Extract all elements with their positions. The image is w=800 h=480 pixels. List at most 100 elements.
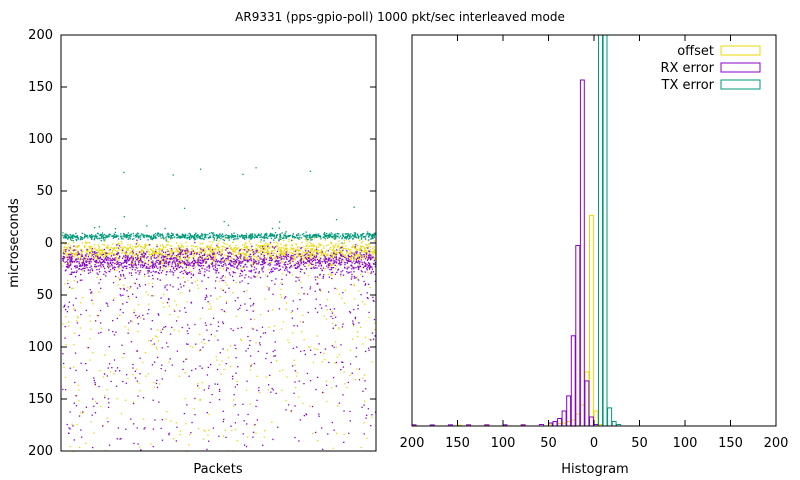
rx-error-point: [104, 270, 106, 272]
rx-error-point: [117, 247, 120, 249]
rx-error-point: [274, 268, 276, 270]
rx-error-point: [63, 362, 65, 365]
tx-error-point: [305, 231, 307, 233]
tx-error-point: [360, 237, 363, 239]
rx-error-point: [356, 251, 358, 253]
rx-error-point: [334, 273, 337, 275]
rx-error-point: [69, 260, 71, 262]
tx-error-point: [238, 235, 241, 237]
rx-error-point: [136, 267, 138, 269]
offset-point: [330, 246, 332, 249]
offset-point: [170, 255, 172, 257]
rx-error-point: [197, 385, 199, 387]
tx-error-point: [355, 236, 357, 238]
tx-error-point: [264, 236, 266, 238]
rx-error-point: [307, 250, 309, 252]
tx-error-point: [313, 234, 316, 236]
tx-error-point: [190, 235, 192, 237]
rx-error-point: [172, 286, 174, 288]
offset-point: [281, 389, 283, 392]
rx-error-point: [106, 375, 108, 377]
offset-point: [340, 245, 342, 248]
rx-error-point: [131, 265, 133, 267]
rx-error-point: [202, 265, 205, 267]
rx-error-point: [253, 258, 255, 261]
offset-point: [282, 247, 284, 249]
rx-error-point: [262, 251, 264, 253]
rx-error-point: [160, 257, 163, 259]
rx-error-point: [227, 247, 229, 249]
offset-point: [362, 251, 365, 253]
offset-point: [201, 341, 203, 343]
offset-point: [291, 239, 294, 241]
rx-error-point: [134, 370, 136, 372]
offset-point: [64, 246, 66, 248]
tx-error-point: [174, 236, 176, 238]
rx-error-point: [346, 259, 349, 262]
rx-error-point: [249, 253, 252, 255]
offset-bar: [570, 419, 576, 427]
rx-error-point: [151, 274, 154, 277]
tx-error-point: [240, 234, 243, 236]
tx-error-point: [147, 239, 149, 241]
offset-point: [173, 329, 175, 331]
offset-point: [210, 263, 212, 265]
rx-error-point: [167, 262, 169, 264]
rx-error-point: [317, 282, 319, 285]
rx-error-point: [222, 410, 224, 412]
rx-error-point: [300, 247, 302, 249]
offset-point: [291, 252, 294, 254]
rx-error-point: [342, 394, 344, 396]
rx-error-point: [179, 248, 181, 250]
rx-error-point: [340, 273, 342, 276]
rx-error-point: [355, 356, 357, 358]
rx-error-point: [97, 265, 100, 267]
rx-error-point: [254, 276, 256, 278]
tx-error-point: [65, 237, 67, 239]
tx-error-point: [204, 233, 206, 235]
offset-point: [90, 253, 93, 255]
offset-point: [121, 252, 123, 254]
offset-point: [297, 255, 300, 257]
offset-point: [144, 243, 146, 245]
rx-error-point: [224, 263, 226, 265]
offset-point: [173, 438, 175, 440]
rx-error-point: [285, 251, 287, 253]
rx-error-point: [80, 249, 82, 252]
offset-point: [70, 245, 72, 247]
rx-error-point: [162, 328, 164, 330]
rx-error-point: [262, 332, 265, 334]
offset-point: [169, 314, 171, 316]
tx-error-point: [95, 235, 97, 237]
offset-point: [335, 251, 337, 253]
offset-point: [249, 369, 252, 371]
offset-point: [198, 350, 201, 352]
offset-point: [199, 247, 201, 249]
tx-error-point: [228, 236, 230, 238]
offset-point: [307, 265, 309, 267]
tx-error-point: [344, 236, 347, 238]
rx-error-point: [157, 272, 159, 274]
tx-error-point: [127, 235, 129, 237]
offset-point: [127, 286, 129, 288]
rx-error-point: [238, 264, 240, 266]
rx-error-point: [267, 264, 269, 266]
offset-point: [209, 303, 211, 305]
tx-error-point: [354, 232, 357, 234]
tx-error-point: [215, 239, 218, 242]
rx-error-point: [84, 265, 86, 267]
offset-point: [80, 256, 82, 258]
rx-error-point: [301, 268, 303, 271]
rx-error-point: [167, 261, 170, 264]
offset-point: [331, 310, 333, 313]
offset-point: [148, 244, 150, 246]
rx-error-point: [268, 289, 270, 291]
offset-point: [141, 252, 143, 255]
rx-error-point: [347, 381, 349, 384]
rx-error-point: [292, 365, 294, 367]
rx-error-point: [150, 256, 152, 258]
offset-point: [249, 243, 251, 245]
rx-error-point: [372, 338, 375, 340]
offset-point: [148, 283, 150, 285]
offset-point: [290, 247, 292, 249]
